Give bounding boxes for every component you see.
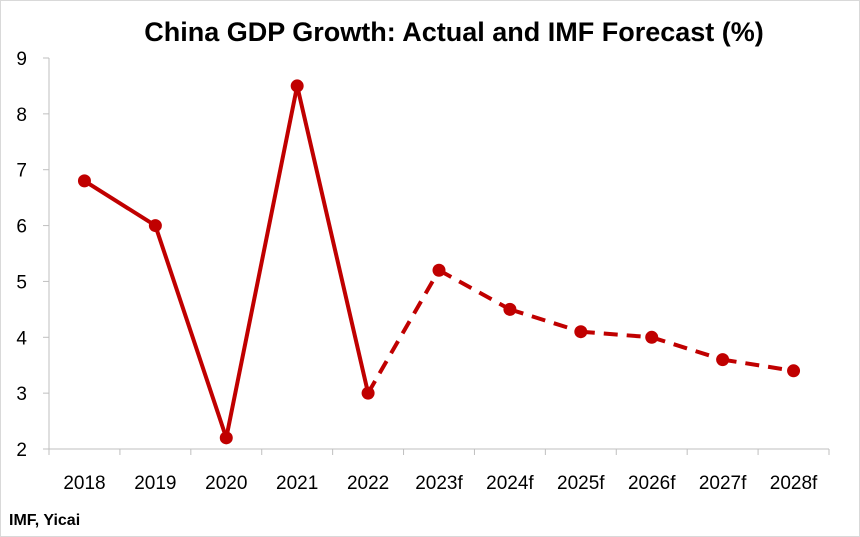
actual-line-segment (153, 224, 229, 439)
forecast-line-segment (580, 329, 652, 340)
data-point-2026f (645, 330, 659, 344)
actual-line-segment (224, 85, 300, 439)
forecast-line-segment (651, 335, 724, 362)
data-point-2024f (503, 302, 517, 316)
x-tick-label: 2018 (63, 473, 105, 494)
x-tick-label: 2026f (628, 473, 676, 494)
y-tick-label: 7 (16, 161, 27, 182)
x-tick-label: 2020 (205, 473, 247, 494)
forecast-line-segment (722, 357, 794, 373)
y-tick-label: 2 (16, 440, 27, 461)
x-tick-label: 2023f (415, 473, 463, 494)
x-tick-label: 2021 (276, 473, 318, 494)
series-points (77, 79, 801, 445)
data-point-2019 (148, 219, 162, 233)
actual-line-segment (83, 179, 157, 228)
data-point-2020 (219, 431, 233, 445)
y-tick-label: 4 (16, 328, 27, 349)
data-point-2028f (787, 364, 801, 378)
data-point-2025f (574, 325, 588, 339)
data-point-2018 (77, 174, 91, 188)
source-note: IMF, Yicai (9, 512, 80, 529)
chart-title: China GDP Growth: Actual and IMF Forecas… (144, 17, 764, 47)
forecast-line-segment (438, 268, 511, 312)
forecast-line-segment (509, 307, 582, 334)
y-tick-label: 8 (16, 105, 27, 126)
y-tick-label: 9 (16, 49, 27, 70)
y-tick-label: 5 (16, 272, 27, 293)
x-tick-label: 2022 (347, 473, 389, 494)
data-point-2027f (716, 353, 730, 367)
y-tick-label: 6 (16, 217, 27, 238)
data-point-2022 (361, 386, 375, 400)
actual-line-segment (295, 85, 371, 394)
x-tick-label: 2025f (557, 473, 605, 494)
x-tick-label: 2024f (486, 473, 534, 494)
data-point-2023f (432, 263, 446, 277)
x-tick-label: 2028f (770, 473, 818, 494)
y-axis: 2 3 4 5 6 7 8 9 (16, 49, 50, 461)
data-point-2021 (290, 79, 304, 93)
x-tick-label: 2027f (699, 473, 747, 494)
forecast-line-segment (366, 269, 441, 395)
y-tick-label: 3 (16, 384, 27, 405)
x-axis: 2018 2019 2020 2021 2022 2023f 2024f 2025f 2026f… (48, 448, 830, 494)
series-lines (83, 85, 794, 439)
x-tick-label: 2019 (134, 473, 176, 494)
